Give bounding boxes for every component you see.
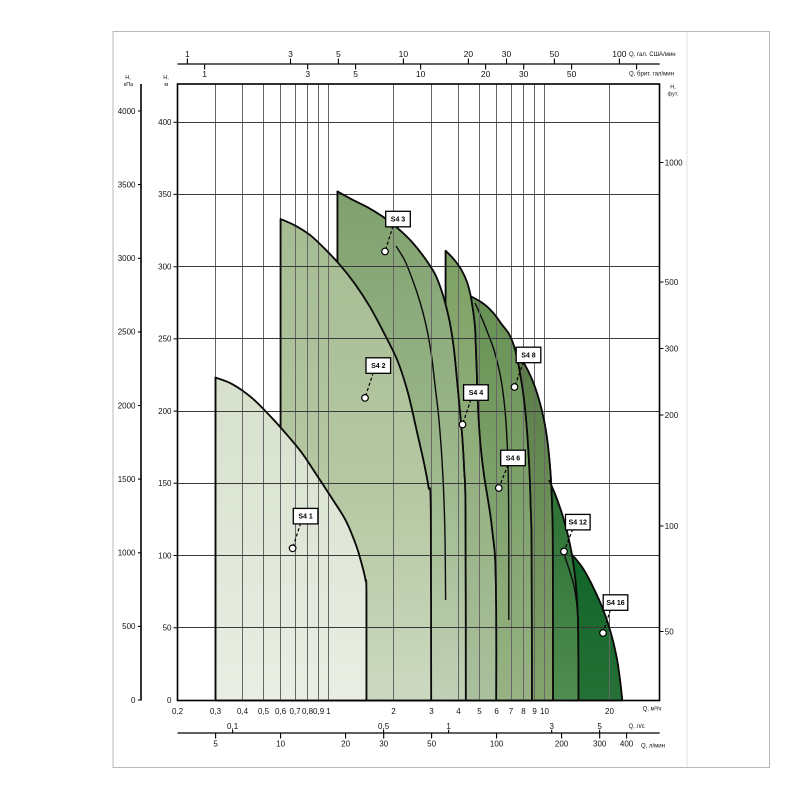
- svg-text:1500: 1500: [118, 475, 136, 484]
- svg-text:10: 10: [399, 49, 409, 59]
- svg-text:500: 500: [122, 622, 136, 631]
- svg-text:100: 100: [612, 49, 626, 59]
- svg-text:0,2: 0,2: [172, 707, 184, 716]
- svg-text:20: 20: [341, 739, 350, 748]
- svg-text:S4 6: S4 6: [506, 456, 521, 463]
- svg-text:5: 5: [213, 739, 218, 748]
- svg-text:100: 100: [665, 522, 679, 531]
- svg-text:Q, брит. гал/мин: Q, брит. гал/мин: [629, 72, 674, 78]
- svg-text:S4 4: S4 4: [469, 390, 484, 397]
- svg-text:S4 3: S4 3: [391, 217, 406, 224]
- svg-text:2500: 2500: [118, 328, 136, 337]
- svg-text:S4 2: S4 2: [371, 363, 386, 370]
- svg-text:200: 200: [555, 739, 569, 748]
- svg-text:20: 20: [464, 49, 474, 59]
- svg-text:H,: H,: [163, 75, 169, 81]
- svg-text:0: 0: [131, 696, 136, 705]
- svg-text:300: 300: [665, 344, 679, 353]
- svg-text:3: 3: [429, 707, 434, 716]
- svg-text:20: 20: [605, 707, 614, 716]
- svg-text:50: 50: [550, 49, 560, 59]
- svg-text:Q, гал. США/мин: Q, гал. США/мин: [629, 52, 676, 58]
- svg-text:3: 3: [549, 722, 554, 731]
- svg-text:S4 8: S4 8: [521, 353, 536, 360]
- svg-text:250: 250: [158, 335, 172, 344]
- svg-text:Q, л/с: Q, л/с: [629, 724, 645, 730]
- svg-text:50: 50: [427, 739, 436, 748]
- svg-text:0,8: 0,8: [302, 707, 314, 716]
- svg-text:50: 50: [665, 627, 674, 636]
- svg-text:Q, м³/ч: Q, м³/ч: [643, 707, 662, 713]
- svg-text:400: 400: [620, 739, 634, 748]
- svg-text:4: 4: [456, 707, 461, 716]
- svg-text:0,7: 0,7: [289, 707, 301, 716]
- svg-text:30: 30: [502, 49, 512, 59]
- svg-text:5: 5: [477, 707, 482, 716]
- svg-text:350: 350: [158, 190, 172, 199]
- svg-text:Q, л/мин: Q, л/мин: [641, 744, 665, 750]
- svg-text:2: 2: [391, 707, 396, 716]
- svg-text:0,1: 0,1: [227, 722, 239, 731]
- svg-text:10: 10: [276, 739, 285, 748]
- svg-text:3500: 3500: [118, 180, 136, 189]
- svg-text:20: 20: [481, 69, 491, 79]
- svg-text:3000: 3000: [118, 254, 136, 263]
- svg-text:H,: H,: [125, 75, 131, 81]
- svg-text:9: 9: [532, 707, 537, 716]
- svg-text:0,6: 0,6: [275, 707, 287, 716]
- svg-text:100: 100: [158, 551, 172, 560]
- svg-text:8: 8: [521, 707, 526, 716]
- svg-text:м: м: [164, 82, 168, 88]
- svg-text:7: 7: [509, 707, 514, 716]
- svg-text:30: 30: [519, 69, 529, 79]
- svg-text:1000: 1000: [665, 158, 683, 167]
- svg-text:300: 300: [158, 263, 172, 272]
- svg-text:S4 1: S4 1: [298, 514, 313, 521]
- svg-text:3: 3: [305, 69, 310, 79]
- svg-text:S4 12: S4 12: [569, 520, 587, 527]
- svg-text:0,5: 0,5: [378, 722, 390, 731]
- svg-text:100: 100: [490, 739, 504, 748]
- svg-text:1: 1: [326, 707, 331, 716]
- svg-text:1: 1: [202, 69, 207, 79]
- svg-text:0,4: 0,4: [237, 707, 249, 716]
- svg-text:0,3: 0,3: [210, 707, 222, 716]
- svg-text:3: 3: [288, 49, 293, 59]
- svg-text:2000: 2000: [118, 401, 136, 410]
- svg-text:10: 10: [416, 69, 426, 79]
- svg-text:10: 10: [540, 707, 549, 716]
- svg-text:фут.: фут.: [668, 92, 679, 98]
- svg-text:кПа: кПа: [124, 82, 134, 88]
- svg-text:1000: 1000: [118, 549, 136, 558]
- svg-text:300: 300: [593, 739, 607, 748]
- svg-text:S4 16: S4 16: [606, 600, 624, 607]
- svg-text:1: 1: [185, 49, 190, 59]
- svg-text:200: 200: [665, 411, 679, 420]
- svg-text:1: 1: [446, 722, 451, 731]
- svg-text:0,9: 0,9: [313, 707, 325, 716]
- svg-text:50: 50: [567, 69, 577, 79]
- svg-text:30: 30: [379, 739, 388, 748]
- svg-text:4000: 4000: [118, 107, 136, 116]
- svg-text:0: 0: [167, 696, 172, 705]
- svg-text:500: 500: [665, 278, 679, 287]
- svg-text:150: 150: [158, 479, 172, 488]
- svg-text:200: 200: [158, 407, 172, 416]
- svg-text:5: 5: [353, 69, 358, 79]
- svg-text:400: 400: [158, 118, 172, 127]
- svg-text:0,5: 0,5: [258, 707, 270, 716]
- svg-text:5: 5: [597, 722, 602, 731]
- svg-text:6: 6: [494, 707, 499, 716]
- svg-text:H,: H,: [670, 85, 676, 91]
- svg-text:5: 5: [336, 49, 341, 59]
- svg-text:50: 50: [163, 624, 172, 633]
